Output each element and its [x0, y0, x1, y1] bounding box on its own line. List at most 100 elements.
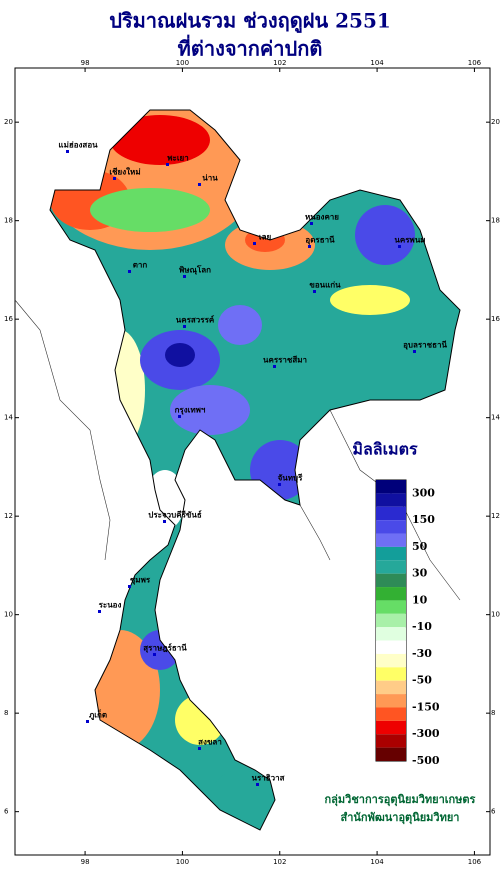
legend-swatch [376, 613, 406, 628]
y-tick-label: 12 [4, 512, 13, 520]
legend-swatch [376, 600, 406, 614]
station [166, 163, 169, 166]
station [253, 242, 256, 245]
legend-label: 10 [412, 593, 428, 606]
x-tick-label: 98 [81, 858, 90, 866]
y-tick-label: 14 [491, 414, 500, 422]
x-tick-label: 102 [273, 858, 286, 866]
station [153, 653, 156, 656]
legend-swatch [376, 747, 406, 761]
station [128, 585, 131, 588]
legend-swatch [376, 520, 406, 534]
legend-label: -30 [412, 647, 432, 660]
station [163, 520, 166, 523]
place-label: ขอนแก่น [309, 281, 341, 290]
place-label: สุราษฎร์ธานี [143, 643, 187, 654]
legend-label: 150 [412, 513, 435, 526]
place-label: น่าน [202, 174, 218, 183]
place-label: อุบลราชธานี [403, 340, 447, 351]
legend-swatch [376, 506, 406, 521]
legend-swatch [376, 694, 406, 708]
y-tick-label: 8 [4, 709, 8, 717]
station [98, 610, 101, 613]
station [198, 747, 201, 750]
legend-swatch [376, 493, 406, 507]
place-label: พิษณุโลก [179, 265, 211, 276]
station [183, 325, 186, 328]
station [413, 350, 416, 353]
place-label: แม่ฮ่องสอน [58, 141, 98, 150]
station [113, 177, 116, 180]
place-label: ชุมพร [130, 576, 151, 586]
legend-swatch [376, 627, 406, 641]
place-label: กรุงเทพฯ [175, 406, 206, 416]
legend-swatch [376, 667, 406, 681]
legend-label: -500 [412, 754, 440, 767]
y-tick-label: 18 [491, 217, 500, 225]
x-tick-label: 104 [370, 59, 384, 67]
place-label: เลย [259, 233, 272, 242]
place-label: พะเยา [167, 154, 188, 163]
y-tick-label: 8 [491, 709, 495, 717]
y-tick-label: 14 [4, 414, 13, 422]
place-label: ภูเก็ต [89, 709, 107, 721]
legend-swatch [376, 707, 406, 721]
place-label: จันทบุรี [278, 473, 304, 484]
legend-title: มิลลิเมตร [352, 440, 418, 459]
station [128, 270, 131, 273]
x-tick-label: 100 [176, 59, 189, 67]
x-tick-label: 104 [370, 858, 384, 866]
station [66, 150, 69, 153]
legend-swatch [376, 680, 406, 695]
place-label: หนองคาย [305, 213, 339, 222]
place-label: ประจวบคีรีขันธ์ [148, 510, 202, 520]
subtitle: ที่ต่างจากค่าปกติ [178, 34, 323, 61]
station [183, 275, 186, 278]
station [313, 290, 316, 293]
station [198, 183, 201, 186]
legend-swatch [376, 640, 406, 654]
y-tick-label: 6 [491, 808, 496, 816]
place-label: นครราชสีมา [263, 355, 307, 365]
station [308, 245, 311, 248]
y-tick-label: 20 [491, 118, 500, 126]
legend-label: -150 [412, 700, 440, 713]
legend-swatch [376, 546, 406, 561]
legend-label: 300 [412, 486, 435, 499]
legend-swatch [376, 573, 406, 588]
x-tick-label: 106 [468, 59, 482, 67]
place-label: นครพนม [394, 236, 425, 245]
station [273, 365, 276, 368]
legend-label: 30 [412, 567, 428, 580]
x-tick-label: 98 [81, 59, 90, 67]
y-tick-label: 10 [4, 611, 13, 619]
station [398, 245, 401, 248]
place-label: ตาก [133, 261, 148, 270]
legend-label: 50 [412, 540, 428, 553]
station [310, 222, 313, 225]
credit: สำนักพัฒนาอุตุนิยมวิทยา [341, 811, 460, 825]
place-label: นครสวรรค์ [176, 315, 214, 325]
station [256, 783, 259, 786]
y-tick-label: 18 [4, 217, 13, 225]
place-label: สงขลา [198, 738, 222, 747]
station [86, 720, 89, 723]
y-tick-label: 16 [491, 315, 500, 323]
credit: กลุ่มวิชาการอุตุนิยมวิทยาเกษตร [325, 793, 476, 807]
legend-swatch [376, 720, 406, 735]
place-label: เชียงใหม่ [109, 167, 140, 177]
x-tick-label: 100 [176, 858, 189, 866]
legend-swatch [376, 480, 406, 494]
legend-swatch [376, 653, 406, 668]
y-tick-label: 20 [4, 118, 13, 126]
legend-label: -50 [412, 674, 432, 687]
place-label: อุดรธานี [305, 235, 335, 246]
legend-label: -300 [412, 727, 440, 740]
y-tick-label: 16 [4, 315, 13, 323]
station [278, 483, 281, 486]
x-tick-label: 102 [273, 59, 286, 67]
station [178, 415, 181, 418]
legend-swatch [376, 533, 406, 547]
legend-label: -10 [412, 620, 432, 633]
